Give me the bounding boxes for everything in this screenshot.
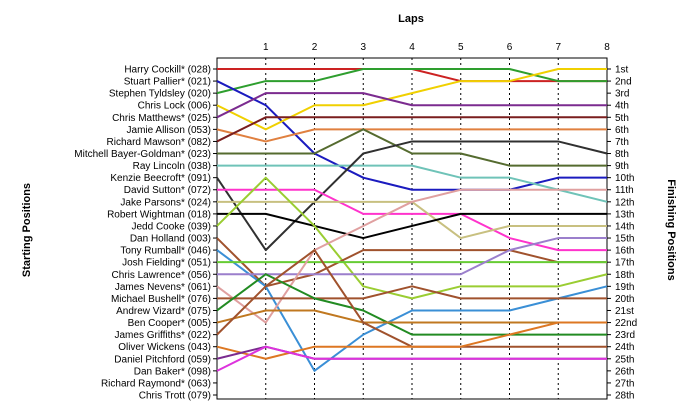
left-axis-title: Starting Positions — [21, 183, 33, 277]
driver-position-line — [217, 212, 607, 240]
x-tick-label: 4 — [409, 42, 415, 53]
driver-position-line — [217, 128, 607, 167]
driver-position-line — [216, 128, 607, 143]
finishing-position-label: 2nd — [615, 77, 632, 88]
starting-position-label: Chris Lawrence* (056) — [112, 270, 212, 281]
finishing-position-label: 17th — [615, 258, 634, 269]
starting-position-label: Chris Lock (006) — [138, 101, 211, 112]
starting-position-label: Tony Rumball* (046) — [120, 246, 211, 257]
finishing-position-label: 16th — [615, 246, 634, 257]
starting-position-label: Oliver Wickens (043) — [118, 342, 211, 353]
driver-position-line — [216, 116, 607, 143]
starting-position-label: Ben Cooper* (005) — [128, 318, 211, 329]
driver-position-line — [216, 176, 608, 300]
finishing-position-label: 4th — [615, 101, 629, 112]
starting-position-label: James Griffiths* (022) — [114, 330, 211, 341]
finishing-position-label: 24th — [615, 342, 634, 353]
x-tick-label: 2 — [312, 42, 318, 53]
starting-position-label: Chris Trott (079) — [139, 391, 211, 402]
starting-position-label: Jake Parsons* (024) — [120, 197, 211, 208]
finishing-position-label: 12th — [615, 197, 634, 208]
series-layer — [216, 68, 608, 372]
driver-position-line — [216, 92, 607, 119]
starting-position-label: Robert Wightman (018) — [107, 209, 211, 220]
starting-position-label: Chris Matthews* (025) — [112, 113, 211, 124]
driver-position-line — [216, 249, 608, 372]
starting-position-label: Dan Holland (003) — [130, 234, 211, 245]
finishing-position-label: 23rd — [615, 330, 635, 341]
x-tick-label: 7 — [555, 42, 561, 53]
finishing-position-label: 11th — [615, 185, 634, 196]
starting-position-label: Kenzie Beecroft* (091) — [110, 173, 211, 184]
driver-position-line — [216, 345, 607, 372]
driver-position-line — [216, 273, 607, 336]
driver-position-line — [216, 140, 608, 252]
x-axis-title: Laps — [398, 13, 424, 25]
labels-layer: 1 2 3 4 5 6 7 8 Harry Cockill* (028)Stuart Palli… — [74, 42, 637, 402]
starting-position-label: Mitchell Bayer-Goldman* (023) — [74, 149, 211, 160]
x-tick-label: 1 — [263, 42, 269, 53]
driver-position-line — [217, 285, 607, 300]
starting-position-label: Dan Baker* (098) — [134, 366, 211, 377]
finishing-position-label: 3rd — [615, 89, 629, 100]
finishing-position-label: 9th — [615, 161, 629, 172]
finishing-position-label: 6th — [615, 125, 629, 136]
starting-position-label: David Sutton* (072) — [124, 185, 211, 196]
starting-position-label: Richard Mawson* (082) — [107, 137, 212, 148]
starting-position-label: Harry Cockill* (028) — [124, 65, 211, 76]
finishing-position-label: 27th — [615, 378, 634, 389]
driver-position-line — [216, 68, 607, 131]
finishing-position-label: 13th — [615, 209, 634, 220]
finishing-position-label: 5th — [615, 113, 629, 124]
finishing-position-label: 25th — [615, 354, 634, 365]
starting-position-label: Daniel Pitchford (059) — [114, 354, 211, 365]
finishing-position-label: 8th — [615, 149, 629, 160]
driver-position-line — [217, 164, 608, 203]
right-axis-title: Finishing Positions — [665, 179, 677, 280]
starting-position-label: Ray Lincoln (038) — [133, 161, 211, 172]
finishing-position-label: 7th — [615, 137, 629, 148]
finishing-position-label: 10th — [615, 173, 634, 184]
starting-position-label: Michael Bushell* (076) — [111, 294, 211, 305]
starting-position-label: James Nevens* (061) — [115, 282, 211, 293]
starting-position-label: Jamie Allison (053) — [127, 125, 211, 136]
x-tick-label: 8 — [604, 42, 610, 53]
finishing-position-label: 1st — [615, 65, 629, 76]
finishing-position-label: 14th — [615, 221, 634, 232]
starting-position-label: Andrew Vizard* (075) — [116, 306, 211, 317]
finishing-position-label: 28th — [615, 391, 634, 402]
starting-position-label: Richard Raymond* (063) — [101, 378, 211, 389]
driver-position-line — [216, 309, 607, 324]
axes-layer — [213, 57, 611, 400]
driver-position-line — [216, 321, 607, 360]
starting-position-label: Josh Fielding* (051) — [122, 258, 211, 269]
x-tick-label: 5 — [458, 42, 464, 53]
finishing-position-label: 19th — [615, 282, 634, 293]
finishing-position-label: 20th — [615, 294, 634, 305]
finishing-position-label: 18th — [615, 270, 634, 281]
finishing-position-label: 15th — [615, 234, 634, 245]
starting-position-label: Stephen Tyldsley (020) — [109, 89, 211, 100]
starting-position-label: Stuart Pallier* (021) — [124, 77, 211, 88]
finishing-position-label: 22nd — [615, 318, 637, 329]
driver-position-line — [216, 68, 607, 95]
finishing-position-label: 26th — [615, 366, 634, 377]
driver-position-line — [217, 188, 607, 252]
finishing-position-label: 21st — [615, 306, 634, 317]
x-tick-label: 3 — [360, 42, 366, 53]
x-tick-label: 6 — [507, 42, 513, 53]
starting-position-label: Jedd Cooke (039) — [132, 221, 212, 232]
